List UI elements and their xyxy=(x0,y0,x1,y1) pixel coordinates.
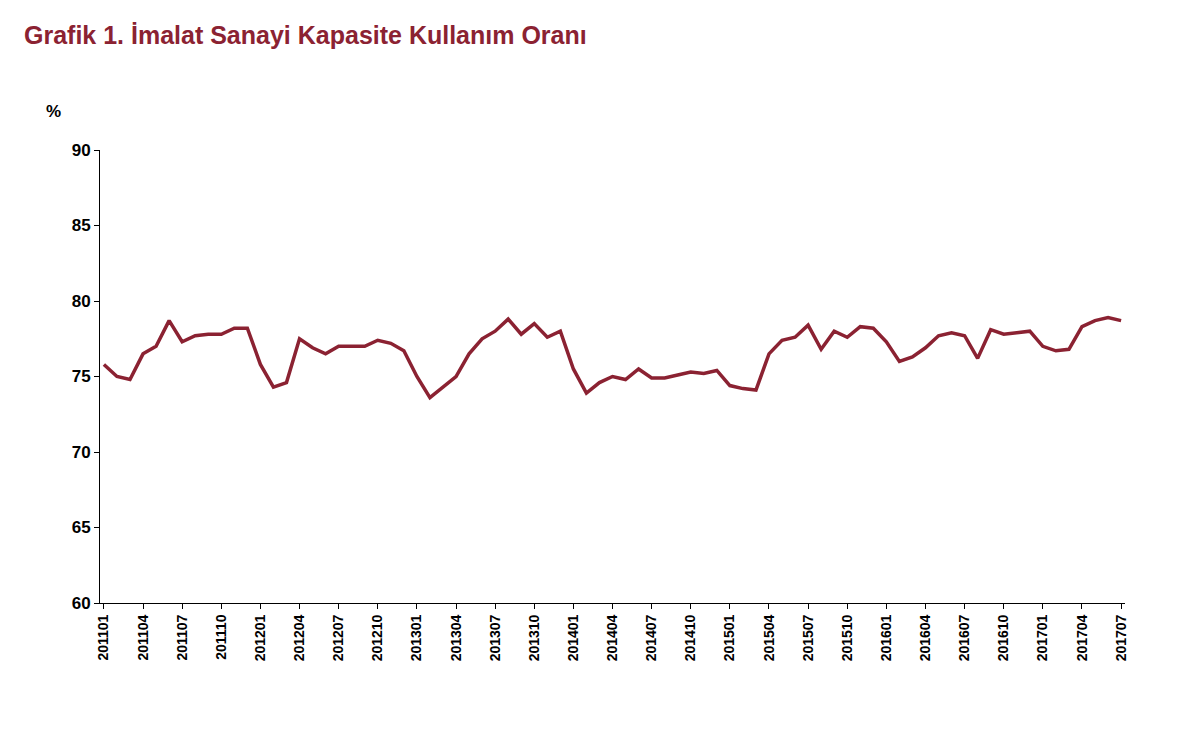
svg-text:201207: 201207 xyxy=(330,614,346,661)
svg-text:201604: 201604 xyxy=(917,614,933,661)
svg-text:201107: 201107 xyxy=(174,614,190,660)
svg-text:201504: 201504 xyxy=(761,614,777,661)
svg-text:60: 60 xyxy=(72,594,91,613)
svg-text:201501: 201501 xyxy=(721,614,737,661)
svg-text:201507: 201507 xyxy=(800,614,816,661)
svg-text:201610: 201610 xyxy=(995,614,1011,661)
svg-text:90: 90 xyxy=(72,141,91,160)
svg-text:201407: 201407 xyxy=(643,614,659,661)
svg-text:201204: 201204 xyxy=(291,614,307,661)
svg-text:201310: 201310 xyxy=(526,614,542,661)
svg-text:201307: 201307 xyxy=(487,614,503,661)
svg-text:201410: 201410 xyxy=(682,614,698,661)
svg-text:201201: 201201 xyxy=(252,614,268,661)
svg-text:70: 70 xyxy=(72,443,91,462)
svg-text:75: 75 xyxy=(72,367,91,386)
svg-text:80: 80 xyxy=(72,292,91,311)
svg-text:201601: 201601 xyxy=(878,614,894,661)
svg-text:201110: 201110 xyxy=(213,614,229,659)
svg-text:201701: 201701 xyxy=(1034,614,1050,661)
svg-text:201210: 201210 xyxy=(369,614,385,661)
svg-text:%: % xyxy=(46,102,61,121)
svg-text:201707: 201707 xyxy=(1113,614,1129,661)
svg-text:201401: 201401 xyxy=(565,614,581,661)
svg-text:201607: 201607 xyxy=(956,614,972,661)
svg-text:Grafik 1. İmalat Sanayi Kapasi: Grafik 1. İmalat Sanayi Kapasite Kullanı… xyxy=(24,21,587,49)
svg-text:201101: 201101 xyxy=(95,614,111,660)
svg-text:201704: 201704 xyxy=(1074,614,1090,661)
svg-text:201304: 201304 xyxy=(448,614,464,661)
svg-text:201510: 201510 xyxy=(839,614,855,661)
svg-text:201404: 201404 xyxy=(604,614,620,661)
svg-text:201301: 201301 xyxy=(408,614,424,661)
svg-text:201104: 201104 xyxy=(135,614,151,660)
svg-text:65: 65 xyxy=(72,518,91,537)
svg-text:85: 85 xyxy=(72,216,91,235)
